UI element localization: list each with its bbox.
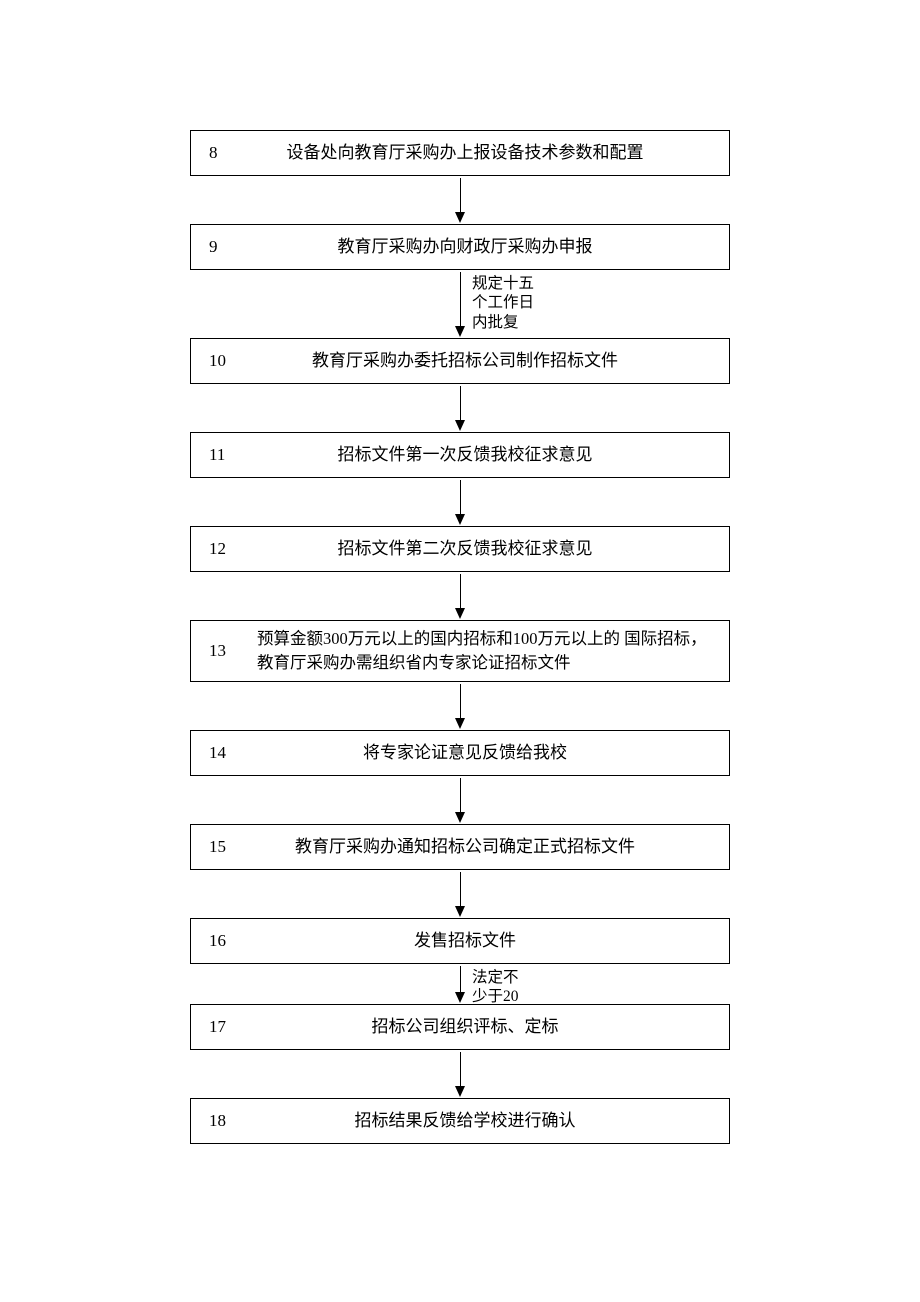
- node-number: 12: [209, 539, 257, 559]
- node-label: 发售招标文件: [257, 929, 721, 953]
- flow-node-13: 13预算金额300万元以上的国内招标和100万元以上的 国际招标，教育厅采购办需…: [190, 620, 730, 682]
- flowchart-container: 8设备处向教育厅采购办上报设备技术参数和配置9教育厅采购办向财政厅采购办申报规定…: [140, 130, 780, 1144]
- node-label: 招标文件第二次反馈我校征求意见: [257, 537, 721, 561]
- flow-edge: [190, 572, 730, 620]
- flow-node-15: 15教育厅采购办通知招标公司确定正式招标文件: [190, 824, 730, 870]
- flow-edge: [190, 1050, 730, 1098]
- node-label: 招标文件第一次反馈我校征求意见: [257, 443, 721, 467]
- flow-node-12: 12招标文件第二次反馈我校征求意见: [190, 526, 730, 572]
- flow-edge: [190, 478, 730, 526]
- node-label: 招标公司组织评标、定标: [257, 1015, 721, 1039]
- node-number: 18: [209, 1111, 257, 1131]
- node-label: 教育厅采购办委托招标公司制作招标文件: [257, 349, 721, 373]
- flow-node-14: 14将专家论证意见反馈给我校: [190, 730, 730, 776]
- flow-node-9: 9教育厅采购办向财政厅采购办申报: [190, 224, 730, 270]
- flow-node-10: 10教育厅采购办委托招标公司制作招标文件: [190, 338, 730, 384]
- node-number: 16: [209, 931, 257, 951]
- flow-node-17: 17招标公司组织评标、定标: [190, 1004, 730, 1050]
- node-number: 8: [209, 143, 257, 163]
- node-number: 9: [209, 237, 257, 257]
- flow-edge: [190, 384, 730, 432]
- node-label: 设备处向教育厅采购办上报设备技术参数和配置: [257, 141, 721, 165]
- edge-annotation: 法定不 少于20: [472, 968, 730, 1007]
- node-number: 15: [209, 837, 257, 857]
- node-number: 13: [209, 641, 257, 661]
- node-number: 17: [209, 1017, 257, 1037]
- flow-edge: [190, 776, 730, 824]
- flow-node-16: 16发售招标文件: [190, 918, 730, 964]
- node-number: 11: [209, 445, 257, 465]
- flow-edge: 法定不 少于20: [190, 964, 730, 1004]
- node-label: 教育厅采购办通知招标公司确定正式招标文件: [257, 835, 721, 859]
- node-label: 教育厅采购办向财政厅采购办申报: [257, 235, 721, 259]
- node-label: 将专家论证意见反馈给我校: [257, 741, 721, 765]
- flow-edge: [190, 870, 730, 918]
- flow-node-11: 11招标文件第一次反馈我校征求意见: [190, 432, 730, 478]
- node-label: 预算金额300万元以上的国内招标和100万元以上的 国际招标，教育厅采购办需组织…: [257, 627, 721, 675]
- flow-node-8: 8设备处向教育厅采购办上报设备技术参数和配置: [190, 130, 730, 176]
- flow-edge: 规定十五 个工作日 内批复: [190, 270, 730, 338]
- edge-annotation: 规定十五 个工作日 内批复: [472, 274, 730, 332]
- node-number: 14: [209, 743, 257, 763]
- flow-node-18: 18招标结果反馈给学校进行确认: [190, 1098, 730, 1144]
- flow-edge: [190, 682, 730, 730]
- node-number: 10: [209, 351, 257, 371]
- node-label: 招标结果反馈给学校进行确认: [257, 1109, 721, 1133]
- flow-edge: [190, 176, 730, 224]
